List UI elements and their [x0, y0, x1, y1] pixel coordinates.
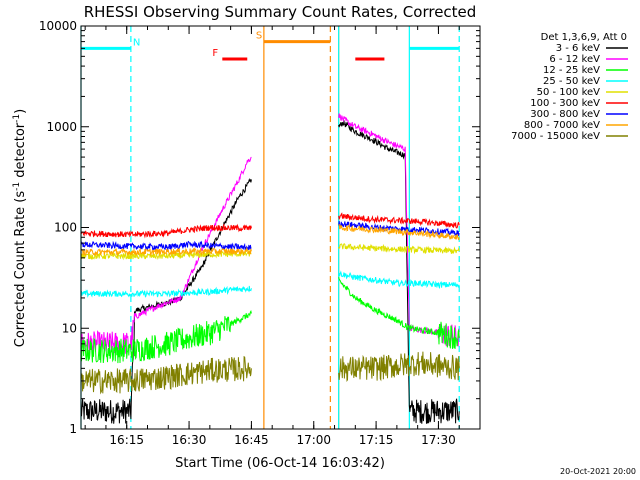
series-50-100-kev: [80, 243, 460, 261]
legend-label: 300 - 800 keV: [530, 109, 600, 120]
y-tick-label: 1000: [46, 120, 77, 134]
x-tick-label: 16:45: [234, 433, 269, 447]
series-line: [338, 120, 460, 424]
x-tick-label: 17:30: [421, 433, 456, 447]
series-line: [338, 270, 460, 289]
legend-label: 25 - 50 keV: [543, 76, 600, 87]
flag-label: N: [133, 37, 140, 48]
series-line: [80, 156, 252, 357]
series-line: [338, 277, 460, 349]
series-100-300-kev: [80, 212, 460, 239]
y-tick-label: 10000: [39, 19, 77, 33]
legend-label: 100 - 300 keV: [530, 98, 600, 109]
legend-label: 800 - 7000 keV: [524, 120, 600, 131]
y-tick-label: 100: [54, 221, 77, 235]
series-line: [80, 249, 252, 261]
series-line: [338, 223, 460, 241]
y-tick-label: 1: [69, 422, 77, 436]
series-7000-15000-kev: [80, 351, 460, 395]
legend-header: Det 1,3,6,9, Att 0: [541, 32, 627, 43]
chart-title: RHESSI Observing Summary Count Rates, Co…: [84, 3, 477, 21]
legend-label: 3 - 6 keV: [556, 43, 600, 54]
legend-label: 50 - 100 keV: [537, 87, 601, 98]
series-line: [80, 223, 252, 239]
flag-label: S: [256, 31, 262, 42]
series-12-25-kev: [80, 277, 460, 364]
y-tick-label: 10: [62, 321, 77, 335]
x-axis-label: Start Time (06-Oct-14 16:03:42): [175, 456, 385, 471]
series-line: [80, 285, 252, 298]
series-800-7000-kev: [80, 223, 460, 257]
legend-label: 7000 - 15000 keV: [511, 131, 600, 142]
series-line: [80, 240, 252, 252]
series-25-50-kev: [80, 270, 460, 298]
series-line: [338, 243, 460, 255]
series-line: [80, 246, 252, 257]
y-axis-label: Corrected Count Rate (s-1 detector-1): [12, 109, 28, 347]
series-line: [80, 310, 252, 364]
series-line: [338, 351, 460, 382]
legend-label: 6 - 12 keV: [549, 54, 600, 65]
x-tick-label: 17:15: [359, 433, 394, 447]
flag-label: F: [212, 48, 218, 59]
legend-label: 12 - 25 keV: [543, 65, 600, 76]
series-line: [80, 355, 252, 395]
series-line: [338, 212, 460, 229]
x-tick-label: 17:00: [296, 433, 331, 447]
x-tick-label: 16:15: [109, 433, 144, 447]
x-tick-label: 16:30: [172, 433, 207, 447]
footer-date: 20-Oct-2021 20:00: [560, 467, 636, 476]
